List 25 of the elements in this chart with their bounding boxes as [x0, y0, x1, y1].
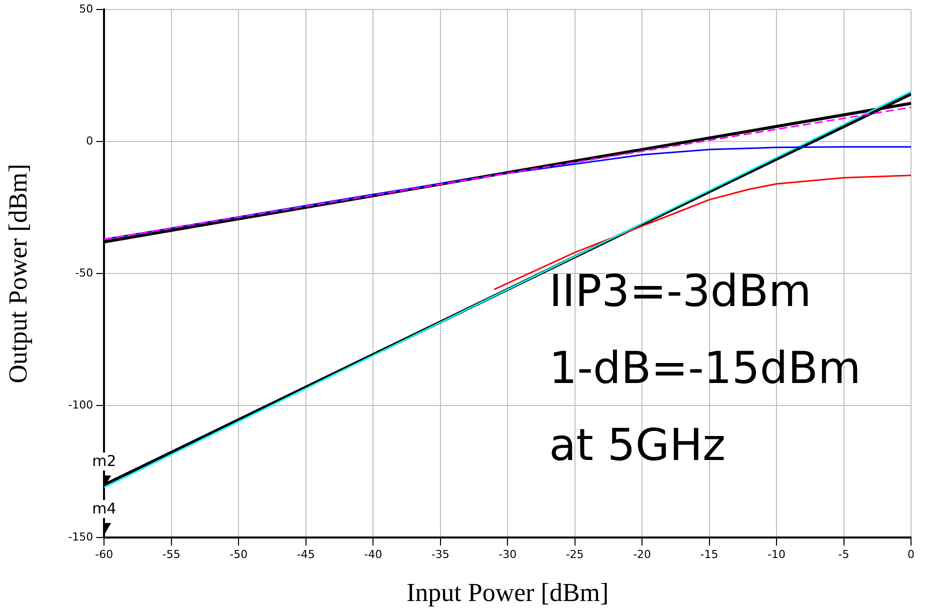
- x-tick-label: -30: [498, 548, 517, 562]
- y-tick-label: -50: [75, 266, 94, 280]
- x-tick-label: -35: [431, 548, 450, 562]
- x-tick-label: -45: [296, 548, 315, 562]
- y-tick-label: -100: [68, 398, 94, 412]
- y-axis-title: Output Power [dBm]: [3, 164, 32, 384]
- x-tick-label: -55: [162, 548, 180, 562]
- x-tick-label: -50: [230, 548, 248, 562]
- x-tick-label: -20: [633, 548, 652, 562]
- y-tick-label: 50: [79, 2, 94, 16]
- y-tick-label: 0: [86, 134, 94, 148]
- x-tick-label: -60: [95, 548, 114, 562]
- x-tick-label: 0: [908, 548, 914, 562]
- data-label: m4: [92, 499, 116, 518]
- x-tick-label: -40: [364, 548, 382, 562]
- x-tick-label: -15: [700, 548, 718, 562]
- annotation: 1-dB=-15dBm: [549, 343, 861, 394]
- x-tick-label: -5: [838, 548, 850, 562]
- x-tick-label: -10: [768, 548, 786, 562]
- annotation: at 5GHz: [549, 420, 726, 472]
- annotation: IIP3=-3dBm: [549, 266, 812, 318]
- x-axis-title: Input Power [dBm]: [406, 578, 609, 608]
- data-label: m2: [92, 452, 116, 470]
- x-tick-label: -25: [566, 548, 584, 562]
- y-tick-label: -150: [68, 530, 94, 544]
